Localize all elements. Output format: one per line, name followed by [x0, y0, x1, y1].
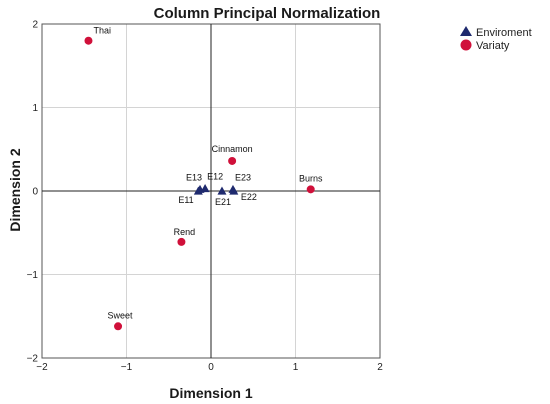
legend-circle-icon — [460, 39, 472, 51]
variaty-marker — [228, 156, 237, 165]
point-label: E23 — [235, 172, 251, 182]
x-tick-label: 1 — [293, 362, 299, 373]
y-axis-title: Dimension 2 — [7, 148, 23, 231]
y-tick-label: −2 — [27, 354, 39, 365]
x-tick-label: 2 — [377, 362, 383, 373]
variaty-marker — [84, 36, 93, 45]
x-axis-title: Dimension 1 — [169, 385, 252, 401]
tick-labels: −2 −1 0 1 2 −2 −1 0 1 2 — [27, 20, 384, 374]
y-tick-label: 2 — [32, 20, 38, 31]
y-tick-label: 0 — [32, 187, 38, 198]
point-label: Burns — [299, 173, 323, 183]
legend-triangle-icon — [460, 26, 472, 36]
enviroment-marker — [228, 184, 238, 193]
variaty-marker — [114, 322, 123, 331]
point-label: E13 — [186, 172, 202, 182]
point-label: Thai — [93, 26, 111, 36]
y-tick-label: 1 — [32, 103, 38, 114]
x-tick-label: 0 — [208, 362, 214, 373]
enviroment-marker — [217, 186, 227, 195]
point-label: E12 — [207, 171, 223, 181]
data-points: E11 E12 E13 E21 E22 E23 Thai Cinnamon Burns Rend S… — [84, 26, 323, 331]
y-tick-label: −1 — [27, 270, 39, 281]
enviroment-marker — [195, 184, 205, 193]
x-tick-label: −2 — [36, 362, 48, 373]
point-label: Cinnamon — [212, 144, 253, 154]
chart-title: Column Principal Normalization — [154, 5, 381, 22]
point-label: Rend — [174, 227, 196, 237]
point-label: Sweet — [108, 310, 134, 320]
point-label: E11 — [178, 195, 193, 205]
origin-lines — [42, 24, 380, 358]
legend-label: Enviroment — [476, 27, 532, 39]
x-tick-label: −1 — [121, 362, 133, 373]
point-label: E22 — [241, 192, 257, 202]
legend-label: Variaty — [476, 40, 510, 52]
point-label: E21 — [215, 197, 231, 207]
variaty-marker — [306, 185, 315, 194]
variaty-marker — [177, 237, 186, 246]
